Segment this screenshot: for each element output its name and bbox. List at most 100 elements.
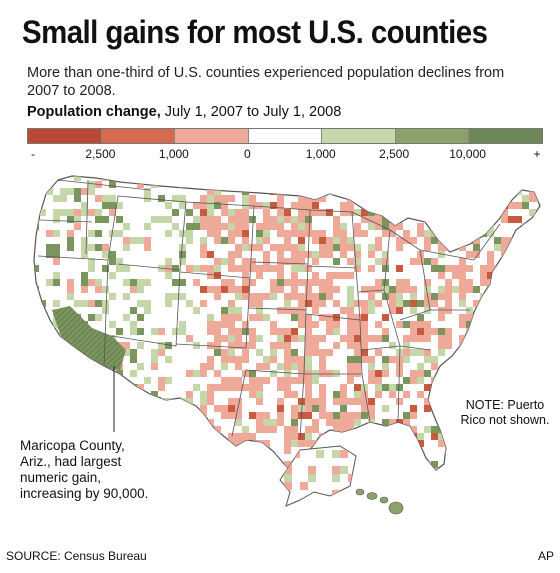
county-cell: [207, 251, 214, 258]
county-cell: [396, 176, 403, 181]
county-cell: [46, 279, 53, 286]
county-cell: [186, 440, 193, 447]
county-cell: [186, 209, 193, 216]
county-cell: [116, 230, 123, 237]
county-cell: [347, 328, 354, 335]
county-cell: [347, 314, 354, 321]
county-cell: [508, 216, 515, 223]
county-cell: [326, 419, 333, 426]
county-cell: [263, 363, 270, 370]
county-cell: [256, 447, 263, 454]
county-cell: [193, 307, 200, 314]
county-cell: [536, 279, 540, 286]
county-cell: [459, 176, 466, 181]
county-cell: [277, 209, 284, 216]
county-cell: [319, 405, 326, 412]
county-cell: [249, 335, 256, 342]
county-cell: [256, 244, 263, 251]
county-cell: [270, 176, 277, 181]
county-cell: [123, 342, 130, 349]
county-cell: [501, 244, 508, 251]
county-cell: [487, 307, 494, 314]
county-cell: [438, 398, 445, 405]
county-cell: [319, 230, 326, 237]
county-cell: [305, 279, 312, 286]
county-cell: [256, 181, 263, 188]
county-cell: [494, 293, 501, 300]
county-cell: [88, 209, 95, 216]
county-cell: [522, 272, 529, 279]
county-cell: [235, 363, 242, 370]
county-cell: [179, 398, 186, 405]
county-cell: [515, 286, 522, 293]
county-cell: [200, 223, 207, 230]
county-cell: [375, 223, 382, 230]
county-cell: [508, 258, 515, 265]
source-credit: SOURCE: Census Bureau: [6, 549, 147, 563]
county-cell: [291, 314, 298, 321]
county-cell: [340, 419, 347, 426]
county-cell: [508, 251, 515, 258]
county-cell: [515, 251, 522, 258]
county-cell: [277, 176, 284, 181]
county-cell: [193, 216, 200, 223]
county-cell: [368, 335, 375, 342]
county-cell: [221, 279, 228, 286]
county-cell: [333, 419, 340, 426]
county-cell: [207, 342, 214, 349]
county-cell: [326, 314, 333, 321]
county-cell: [228, 349, 235, 356]
county-cell: [417, 370, 424, 377]
county-cell: [445, 335, 452, 342]
county-cell: [333, 237, 340, 244]
county-cell: [361, 286, 368, 293]
county-cell: [165, 202, 172, 209]
county-cell: [277, 405, 284, 412]
county-cell: [291, 335, 298, 342]
county-cell: [375, 447, 382, 454]
county-cell: [354, 251, 361, 258]
county-cell: [256, 461, 263, 468]
county-cell: [417, 195, 424, 202]
county-cell: [396, 223, 403, 230]
county-cell: [424, 258, 431, 265]
county-cell: [235, 314, 242, 321]
legend-tick-5: 2,500: [379, 147, 410, 161]
county-cell: [193, 468, 200, 472]
county-cell: [291, 356, 298, 363]
county-cell: [158, 342, 165, 349]
county-cell: [186, 454, 193, 461]
county-cell: [389, 440, 396, 447]
county-cell: [396, 286, 403, 293]
county-cell: [235, 398, 242, 405]
county-cell: [452, 377, 459, 384]
county-cell: [333, 188, 340, 195]
county-cell: [319, 335, 326, 342]
county-cell: [445, 265, 452, 272]
alaska-county-cell: [284, 466, 292, 474]
county-cell: [235, 412, 242, 419]
county-cell: [235, 251, 242, 258]
county-cell: [214, 195, 221, 202]
county-cell: [494, 468, 501, 472]
county-cell: [88, 279, 95, 286]
county-cell: [34, 188, 39, 195]
alaska-county-cell: [332, 466, 340, 474]
county-cell: [249, 377, 256, 384]
county-cell: [165, 300, 172, 307]
county-cell: [277, 398, 284, 405]
county-cell: [214, 286, 221, 293]
county-cell: [277, 286, 284, 293]
county-cell: [221, 223, 228, 230]
county-cell: [417, 314, 424, 321]
county-cell: [284, 377, 291, 384]
county-cell: [403, 349, 410, 356]
county-cell: [347, 195, 354, 202]
county-cell: [60, 188, 67, 195]
county-cell: [74, 391, 81, 398]
county-cell: [438, 433, 445, 440]
county-cell: [291, 391, 298, 398]
county-cell: [382, 251, 389, 258]
county-cell: [466, 176, 473, 181]
county-cell: [242, 216, 249, 223]
